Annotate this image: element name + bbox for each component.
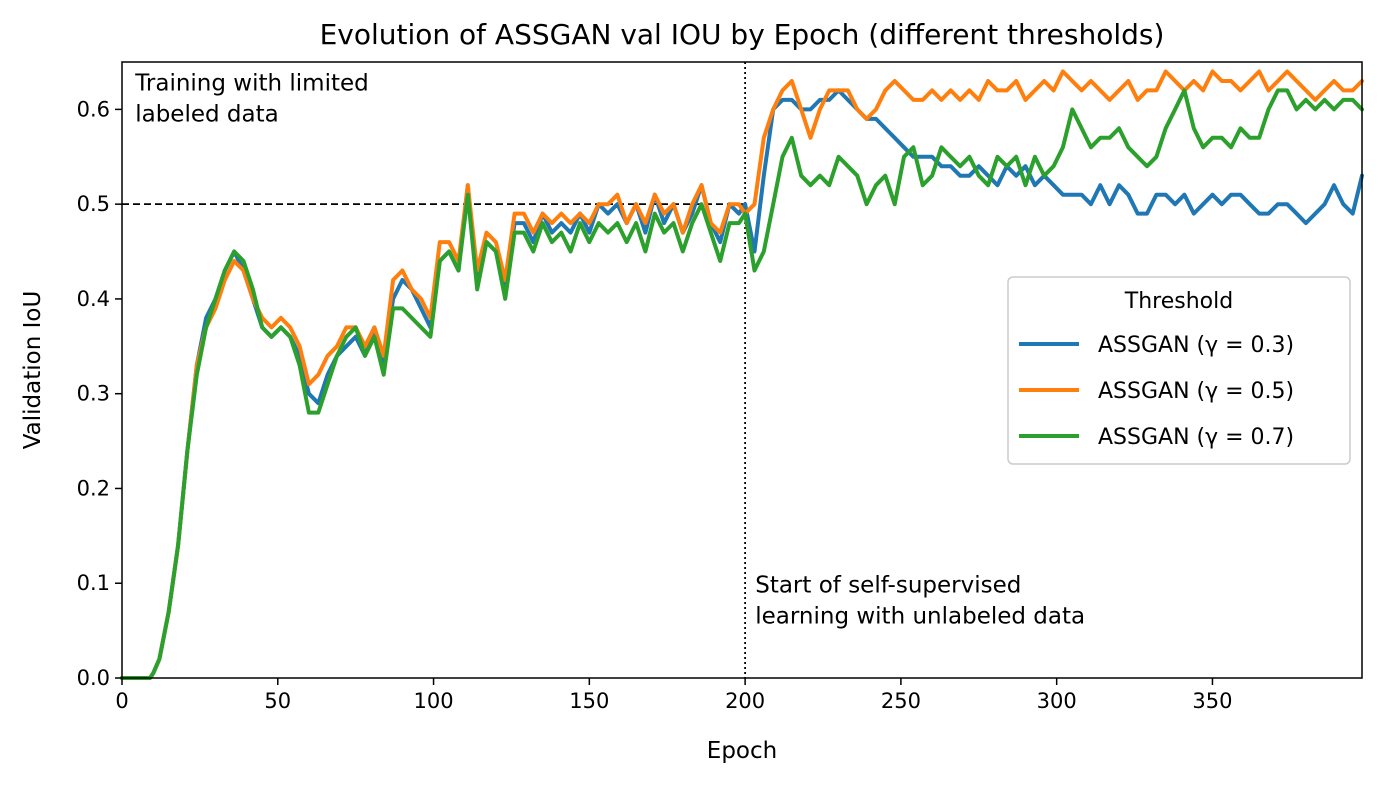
y-tick-label: 0.5 [77,192,110,216]
series-line-3 [120,88,1364,680]
x-tick-label: 250 [881,689,921,713]
y-tick-label: 0.4 [77,287,110,311]
y-tick-label: 0.3 [77,382,110,406]
legend: Threshold ASSGAN (γ = 0.3) ASSGAN (γ = 0.… [1007,276,1351,465]
legend-label-2: ASSGAN (γ = 0.5) [1098,379,1294,404]
x-axis-label: Epoch [707,738,777,764]
plot-frame [121,61,1363,679]
legend-label-1: ASSGAN (γ = 0.3) [1098,333,1294,358]
annotation-text: learning with unlabeled data [755,604,1085,630]
x-tick-label: 150 [569,689,609,713]
legend-label-3: ASSGAN (γ = 0.7) [1098,425,1294,450]
legend-box [1007,276,1351,465]
annotation-text: Start of self-supervised [755,573,1021,599]
legend-title: Threshold [1124,289,1233,314]
annotation-text: labeled data [135,101,278,127]
chart-title: Evolution of ASSGAN val IOU by Epoch (di… [320,18,1165,51]
x-tick-label: 300 [1037,689,1077,713]
x-tick-label: 350 [1192,689,1232,713]
y-tick-label: 0.2 [77,476,110,500]
series-line-2 [120,69,1364,680]
x-tick-label: 0 [115,689,128,713]
annotations: Training with limited labeled data Start o… [134,70,1085,629]
y-axis: 0.0 0.1 0.2 0.3 0.4 0.5 0.6 [77,97,122,690]
reference-lines [122,62,747,678]
x-tick-label: 50 [264,689,291,713]
y-axis-label: Validation IoU [20,291,46,450]
y-tick-label: 0.6 [77,97,110,121]
x-tick-label: 200 [725,689,765,713]
y-tick-label: 0.0 [77,666,110,690]
x-axis: 0 50 100 150 200 250 300 350 [115,678,1232,713]
x-tick-label: 100 [414,689,454,713]
annotation-text: Training with limited [134,70,369,96]
series-lines [120,69,1364,680]
y-tick-label: 0.1 [77,571,110,595]
